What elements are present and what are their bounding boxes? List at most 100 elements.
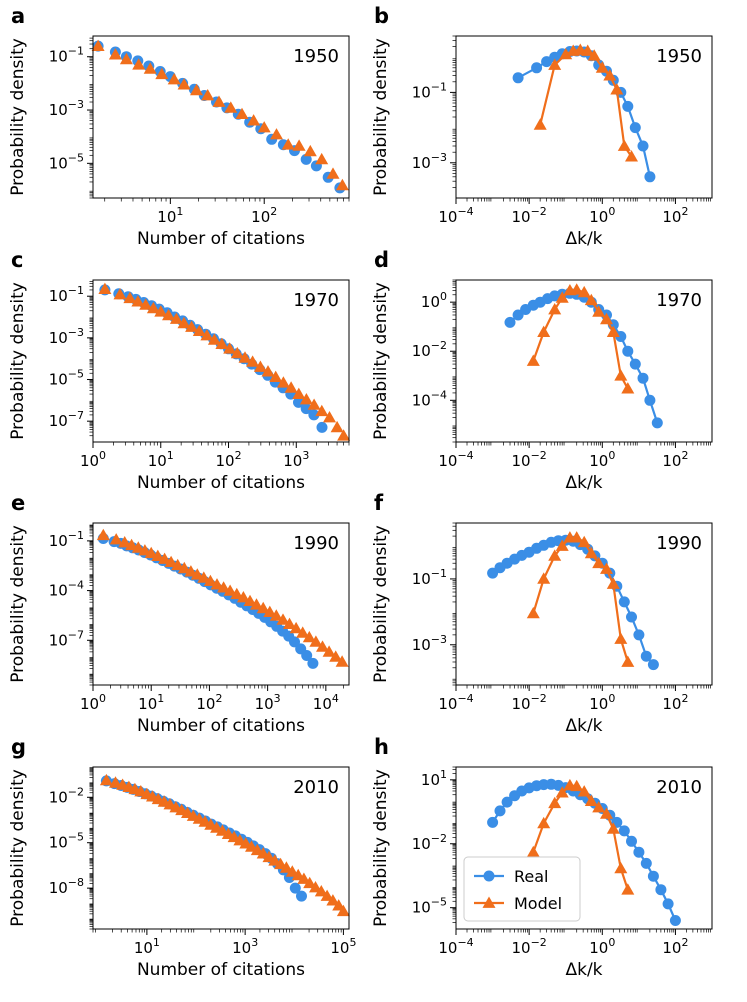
data-point-model [230,587,244,600]
data-point-model [297,872,311,884]
data-point-model [329,650,343,662]
data-point-model [270,128,283,140]
x-tick-label: 10−4 [438,449,473,470]
data-point-model [144,546,158,559]
data-point-model [581,44,595,56]
data-point-model [570,531,584,543]
y-tick-label: 10−5 [49,151,84,172]
panel-letter: g [11,735,26,759]
data-point-model [621,382,635,394]
data-point-model [603,69,617,81]
axes-frame [455,522,713,686]
plot-area [99,773,350,917]
panel-f: 10−4 10−2 100 102 10−1 10−3 f 1990 Δk/k Probabili… [371,491,713,736]
data-point-real [494,805,506,817]
axes-frame [92,766,350,930]
x-tick-label: 100 [589,692,615,713]
data-point-model [537,572,551,584]
data-point-model [577,535,591,548]
data-point-model [162,308,175,321]
data-point-model [555,786,569,798]
data-point-model [96,528,110,541]
series-line-model [532,288,629,390]
data-point-model [269,609,283,621]
data-point-model [335,178,349,191]
series-model [526,778,635,895]
data-point-model [548,796,562,809]
data-point-model [533,118,547,130]
data-point-model [185,320,199,332]
data-point-model [223,342,237,354]
data-point-model [250,598,263,610]
legend-marker-model [482,896,496,908]
x-tick-label: 10−4 [438,205,473,226]
panel-letter: d [374,248,389,272]
y-tick-label: 10−3 [49,98,84,119]
data-point-model [537,816,551,829]
data-point-model [584,293,598,306]
data-point-real [662,898,674,910]
data-point-model [164,555,178,567]
data-point-real [308,409,320,421]
x-tick-label: 10−2 [511,936,546,957]
data-point-real [626,611,637,623]
y-axis-label: Probability density [8,525,28,683]
legend-label-model: Model [514,894,562,913]
panel-b: 10−4 10−2 100 102 10−1 10−3 b 1950 Δk/k Probabili… [371,4,713,249]
data-point-model [315,404,329,417]
data-point-real [669,915,681,926]
data-point-real [296,890,307,902]
data-point-model [125,538,139,551]
panel-c: 100 101 102 103 10−1 10−3 10−5 10−7 c 1970 Number … [8,248,351,493]
series-real [487,778,681,926]
data-point-model [177,78,191,90]
year-label: 1970 [293,290,339,311]
data-point-real [541,56,553,68]
legend-label-real: Real [514,867,549,886]
x-tick-label: 104 [313,692,339,713]
data-point-model [315,152,329,165]
data-point-model [223,584,237,596]
data-point-real [644,171,656,183]
data-point-model [281,138,295,150]
data-point-model [614,861,628,874]
data-point-model [614,369,628,381]
series-real [487,534,659,671]
data-point-model [207,333,221,345]
x-axis-label: Number of citations [137,960,305,980]
data-point-real [647,870,659,882]
data-point-model [299,393,313,405]
data-point-real [512,72,524,84]
data-point-real [651,417,663,429]
data-point-model [600,807,613,819]
plot-area [96,528,349,669]
data-point-model [190,568,204,580]
series-model [91,39,349,191]
data-point-real [307,657,319,669]
data-point-real [622,345,634,357]
series-model [98,282,351,441]
x-tick-label: 101 [148,449,174,470]
y-tick-label: 10−1 [412,567,447,588]
data-point-model [606,822,620,834]
data-point-model [577,785,591,797]
data-point-real [487,816,499,828]
y-axis-label: Probability density [8,282,28,440]
x-axis-label: Δk/k [565,473,602,493]
data-point-model [336,904,350,917]
series-model [96,528,349,667]
x-axis-label: Number of citations [137,716,305,736]
data-point-model [109,776,122,788]
x-tick-label: 103 [255,692,281,713]
data-point-real [647,659,659,671]
data-point-real [629,122,641,134]
data-point-model [570,779,584,792]
x-axis-label: Δk/k [565,960,602,980]
data-point-real [637,372,649,384]
year-label: 1990 [293,533,339,554]
x-tick-label: 100 [589,936,615,957]
data-point-model [292,139,306,151]
axes-frame [92,35,350,199]
series-real [97,533,319,669]
data-point-model [224,101,238,113]
